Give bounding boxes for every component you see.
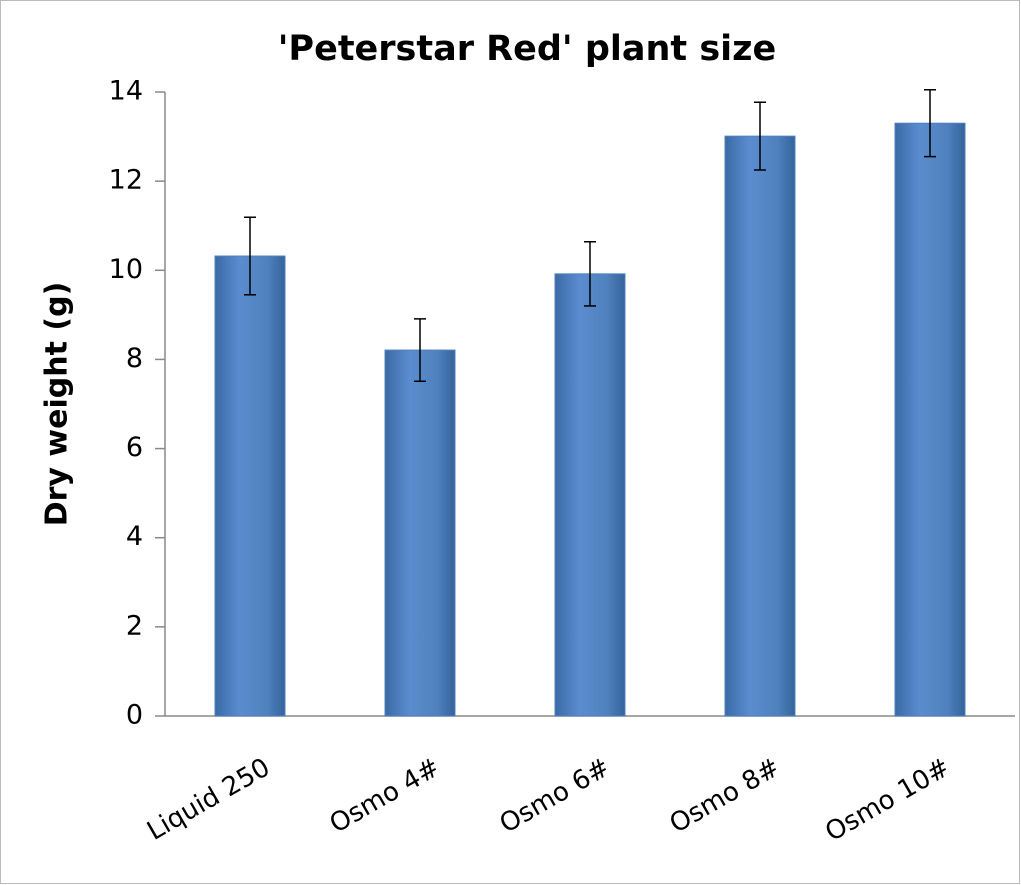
bar (894, 122, 966, 717)
y-tick-label: 12 (109, 165, 143, 196)
y-tick-label: 14 (109, 76, 143, 107)
y-tick-label: 2 (126, 610, 143, 641)
bar (214, 255, 286, 717)
x-tick-label: Osmo 4# (325, 753, 446, 840)
bar (554, 273, 626, 717)
y-axis-label: Dry weight (g) (40, 282, 75, 527)
x-tick-label: Osmo 6# (495, 753, 616, 840)
y-tick-label: 6 (126, 432, 143, 463)
x-tick-label: Osmo 10# (820, 753, 955, 848)
y-tick-label: 4 (126, 521, 143, 552)
y-tick-label: 8 (126, 343, 143, 374)
chart-title: 'Peterstar Red' plant size (278, 29, 777, 69)
bar (384, 349, 456, 717)
bar (724, 135, 796, 717)
y-tick-label: 10 (109, 254, 143, 285)
x-tick-label: Liquid 250 (142, 753, 275, 847)
x-tick-label: Osmo 8# (665, 753, 786, 840)
y-tick-label: 0 (126, 700, 143, 731)
